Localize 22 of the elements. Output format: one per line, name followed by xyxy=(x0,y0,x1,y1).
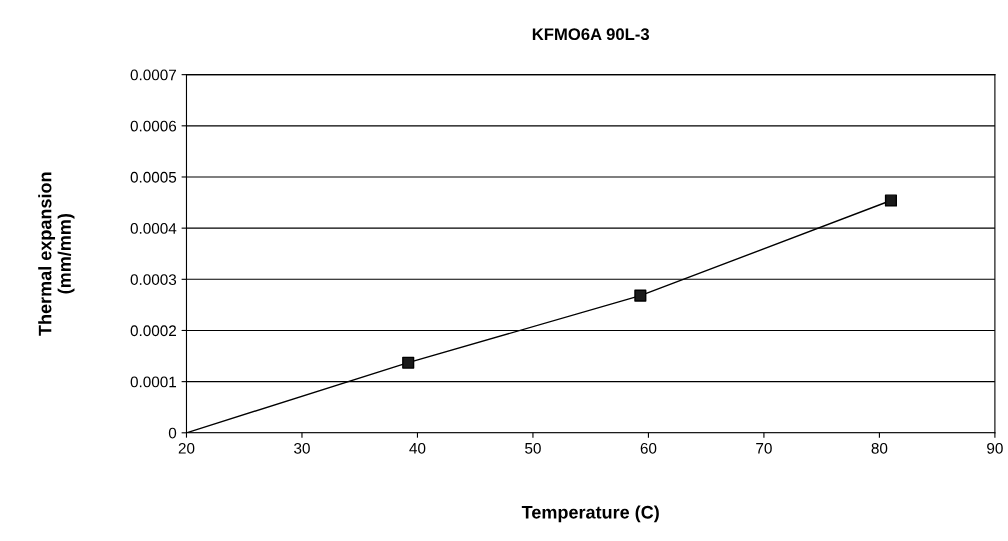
point xyxy=(634,289,647,302)
y-tick-label: 0.0006 xyxy=(130,120,177,132)
y-tick-label: 0.0007 xyxy=(130,69,176,81)
x-tick-label: 40 xyxy=(409,442,426,454)
x-tick-label: 70 xyxy=(756,442,772,454)
y-tick-label: 0 xyxy=(168,427,177,439)
y-tick-label: 0.0004 xyxy=(130,223,177,234)
y-axis-title: Thermal expansion (mm/mm) xyxy=(38,172,75,336)
x-tick-label: 90 xyxy=(987,442,1003,454)
y-tick-label: 0.0005 xyxy=(130,171,177,183)
x-tick-label: 30 xyxy=(294,442,310,454)
x-axis-title: Temperature (C) xyxy=(521,505,659,523)
x-tick-label: 60 xyxy=(640,442,657,454)
chart-title: KFMO6A 90L-3 xyxy=(532,28,650,41)
y-tick-label: 0.0001 xyxy=(130,376,177,388)
point xyxy=(884,194,898,207)
y-tick-label: 0.0002 xyxy=(130,325,176,337)
point xyxy=(402,356,415,369)
x-tick-label: 80 xyxy=(871,442,888,454)
x-tick-label: 50 xyxy=(525,442,541,454)
y-tick-label: 0.0003 xyxy=(130,274,177,285)
x-tick-label: 20 xyxy=(178,442,195,454)
